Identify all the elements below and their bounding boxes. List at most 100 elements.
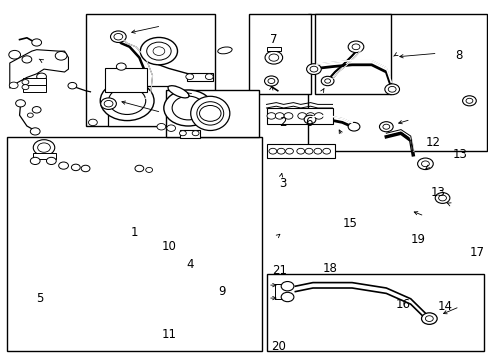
- Bar: [315, 14, 390, 94]
- Circle shape: [101, 98, 116, 109]
- Circle shape: [266, 113, 275, 119]
- Text: 7: 7: [269, 33, 277, 46]
- Circle shape: [55, 51, 67, 60]
- Text: 5: 5: [36, 292, 44, 305]
- Circle shape: [305, 148, 312, 154]
- Circle shape: [382, 124, 389, 129]
- Circle shape: [192, 131, 199, 136]
- Text: 9: 9: [218, 285, 225, 298]
- Bar: [85, 14, 215, 126]
- Bar: [33, 153, 56, 159]
- Bar: [166, 90, 259, 137]
- Bar: [23, 83, 46, 92]
- Text: 13: 13: [451, 148, 466, 161]
- Text: 21: 21: [271, 264, 286, 276]
- Circle shape: [157, 123, 165, 130]
- Circle shape: [277, 148, 285, 154]
- Text: 18: 18: [322, 262, 337, 275]
- Circle shape: [172, 96, 204, 120]
- Text: 19: 19: [410, 233, 425, 246]
- Circle shape: [199, 105, 221, 121]
- Circle shape: [425, 316, 432, 321]
- Bar: [307, 14, 486, 151]
- Circle shape: [264, 51, 282, 64]
- Circle shape: [314, 113, 323, 119]
- Circle shape: [297, 113, 306, 119]
- Circle shape: [384, 84, 399, 95]
- Circle shape: [322, 148, 330, 154]
- Circle shape: [116, 63, 126, 70]
- Circle shape: [205, 74, 213, 80]
- Circle shape: [379, 122, 392, 132]
- Text: 13: 13: [429, 186, 444, 199]
- Text: 4: 4: [185, 258, 193, 271]
- Circle shape: [296, 148, 304, 154]
- Circle shape: [351, 44, 359, 50]
- Circle shape: [324, 79, 330, 83]
- Text: 6: 6: [305, 116, 312, 129]
- Circle shape: [268, 148, 276, 154]
- Circle shape: [306, 64, 321, 75]
- Bar: [105, 68, 146, 92]
- Circle shape: [16, 100, 25, 107]
- Circle shape: [462, 96, 475, 106]
- Text: 17: 17: [468, 246, 484, 258]
- Circle shape: [185, 74, 193, 80]
- Circle shape: [46, 157, 56, 165]
- Circle shape: [387, 86, 395, 92]
- Circle shape: [267, 78, 274, 84]
- Bar: [107, 86, 176, 126]
- Circle shape: [347, 41, 363, 53]
- Circle shape: [163, 90, 212, 126]
- Bar: [180, 130, 199, 138]
- Circle shape: [32, 39, 41, 46]
- Circle shape: [135, 165, 143, 172]
- Ellipse shape: [168, 86, 188, 98]
- Circle shape: [104, 100, 113, 107]
- Circle shape: [281, 292, 293, 302]
- Circle shape: [59, 162, 68, 169]
- Circle shape: [145, 167, 152, 172]
- Ellipse shape: [217, 47, 232, 54]
- Circle shape: [268, 54, 278, 61]
- Circle shape: [140, 37, 177, 65]
- Text: 14: 14: [437, 300, 452, 312]
- Circle shape: [304, 115, 315, 124]
- Circle shape: [146, 42, 171, 60]
- Text: 1: 1: [130, 226, 138, 239]
- Circle shape: [305, 113, 314, 119]
- Circle shape: [438, 195, 446, 201]
- Circle shape: [153, 47, 164, 55]
- Bar: [186, 73, 212, 81]
- Circle shape: [68, 82, 77, 89]
- Bar: [7, 137, 261, 351]
- Circle shape: [309, 66, 317, 72]
- Text: 10: 10: [161, 240, 176, 253]
- Circle shape: [9, 50, 20, 59]
- Bar: [266, 144, 334, 158]
- Text: 16: 16: [395, 298, 410, 311]
- Circle shape: [421, 161, 428, 167]
- Circle shape: [102, 100, 111, 107]
- Circle shape: [71, 164, 80, 171]
- Circle shape: [9, 82, 18, 89]
- Circle shape: [281, 282, 293, 291]
- Circle shape: [81, 165, 90, 172]
- Circle shape: [88, 119, 97, 126]
- Text: 12: 12: [425, 136, 440, 149]
- Bar: [266, 47, 281, 51]
- Circle shape: [313, 148, 321, 154]
- Circle shape: [33, 140, 55, 156]
- Bar: [23, 78, 46, 85]
- Circle shape: [32, 107, 41, 113]
- Circle shape: [38, 143, 50, 152]
- Circle shape: [114, 33, 122, 40]
- Circle shape: [321, 76, 333, 86]
- Bar: [249, 14, 310, 94]
- Circle shape: [465, 98, 472, 103]
- Circle shape: [27, 113, 33, 117]
- Circle shape: [37, 73, 46, 80]
- Text: 15: 15: [342, 217, 356, 230]
- Text: 8: 8: [454, 49, 461, 62]
- Circle shape: [30, 128, 40, 135]
